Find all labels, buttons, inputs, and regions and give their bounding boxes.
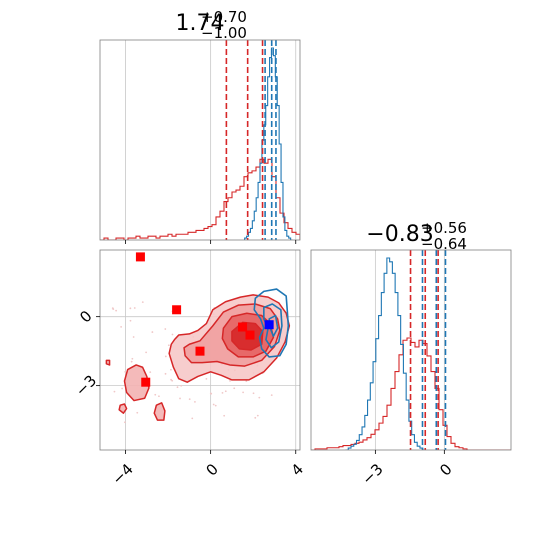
sample-point	[233, 387, 236, 390]
sample-point	[242, 391, 244, 394]
joint-contour-panel	[96, 249, 301, 454]
sample-point	[133, 307, 136, 309]
param2-hist-red	[311, 337, 511, 450]
sample-point	[229, 379, 231, 382]
contour-blue-0	[253, 288, 290, 358]
marker-red-4	[245, 330, 255, 340]
joint-plot-area	[105, 252, 291, 424]
sample-point	[115, 309, 118, 312]
contour-red-7	[105, 359, 111, 366]
sample-point	[136, 411, 139, 414]
sample-point	[212, 403, 215, 406]
sample-point	[171, 333, 174, 336]
param1-frame	[99, 39, 301, 241]
sample-point	[129, 307, 132, 310]
title-param2-plus: +0.56	[421, 219, 467, 237]
ytick-label-param2-1: 0	[76, 307, 95, 326]
sample-point	[180, 384, 183, 387]
sample-point	[131, 357, 134, 360]
sample-point	[170, 378, 172, 381]
sample-point	[130, 360, 133, 363]
sample-point	[154, 393, 157, 396]
sample-point	[170, 368, 172, 371]
joint-frame	[99, 249, 301, 451]
sample-point	[164, 355, 167, 358]
sample-point	[270, 394, 273, 397]
sample-point	[112, 308, 115, 310]
sample-point	[164, 328, 167, 330]
sample-point	[245, 380, 248, 383]
sample-point	[151, 331, 154, 333]
sample-point	[254, 416, 257, 419]
xtick-label-param1-2: 4	[288, 460, 307, 479]
sample-point	[258, 396, 261, 399]
sample-point	[210, 392, 213, 395]
param2-plot-area	[311, 250, 511, 450]
param1-hist-red	[100, 158, 300, 240]
sample-point	[120, 325, 123, 328]
sample-point	[256, 414, 259, 417]
sample-point	[145, 351, 148, 354]
sample-point	[149, 371, 152, 374]
title-param1: 1.74	[176, 11, 225, 36]
histogram-param1-panel: 1.74 +0.70 −1.00	[99, 8, 301, 244]
title-param2: −0.83	[366, 222, 433, 247]
sample-point	[158, 395, 160, 398]
param2-frame	[310, 249, 512, 451]
contour-red-4	[123, 364, 150, 402]
title-param1-plus: +0.70	[201, 8, 247, 26]
sample-point	[194, 400, 196, 403]
sample-point	[176, 386, 179, 389]
sample-point	[121, 387, 124, 390]
sample-point	[123, 421, 126, 424]
sample-point	[129, 319, 132, 322]
sample-point	[224, 390, 227, 393]
sample-point	[179, 397, 181, 400]
sample-point	[141, 301, 144, 304]
sample-point	[223, 414, 226, 417]
sample-point	[188, 398, 191, 401]
sample-point	[167, 344, 170, 347]
marker-red-2	[195, 346, 205, 356]
sample-point	[124, 371, 127, 373]
sample-point	[113, 390, 116, 393]
marker-red-0	[135, 252, 145, 262]
sample-point	[221, 391, 224, 394]
marker-red-3	[238, 322, 248, 332]
param1-plot-area	[100, 40, 300, 240]
marker-blue	[264, 320, 274, 330]
sample-point	[252, 392, 255, 395]
param1-hist-blue	[244, 47, 293, 240]
xtick-label-param2-1: 0	[436, 460, 455, 479]
contour-red-5	[153, 402, 166, 421]
marker-red-5	[141, 377, 151, 387]
title-param1-minus: −1.00	[201, 24, 247, 42]
param2-hist-blue	[345, 257, 426, 450]
title-param1-value: 1.74	[176, 11, 225, 36]
ytick-label-param2-0: −3	[72, 371, 100, 399]
sample-point	[132, 336, 135, 338]
xtick-label-param1-1: 0	[202, 460, 221, 479]
sample-point	[164, 372, 167, 375]
contour-red-6	[118, 403, 128, 414]
sample-point	[205, 377, 208, 380]
title-param2-value: −0.83	[366, 222, 433, 247]
xtick-label-param2-0: −3	[358, 460, 386, 488]
histogram-param2-panel: −0.83 +0.56 −0.64	[310, 219, 512, 454]
xtick-label-param1-0: −4	[108, 460, 136, 488]
sample-point	[214, 404, 217, 407]
marker-red-1	[172, 305, 182, 315]
sample-point	[191, 417, 194, 420]
title-param2-minus: −0.64	[421, 235, 467, 253]
